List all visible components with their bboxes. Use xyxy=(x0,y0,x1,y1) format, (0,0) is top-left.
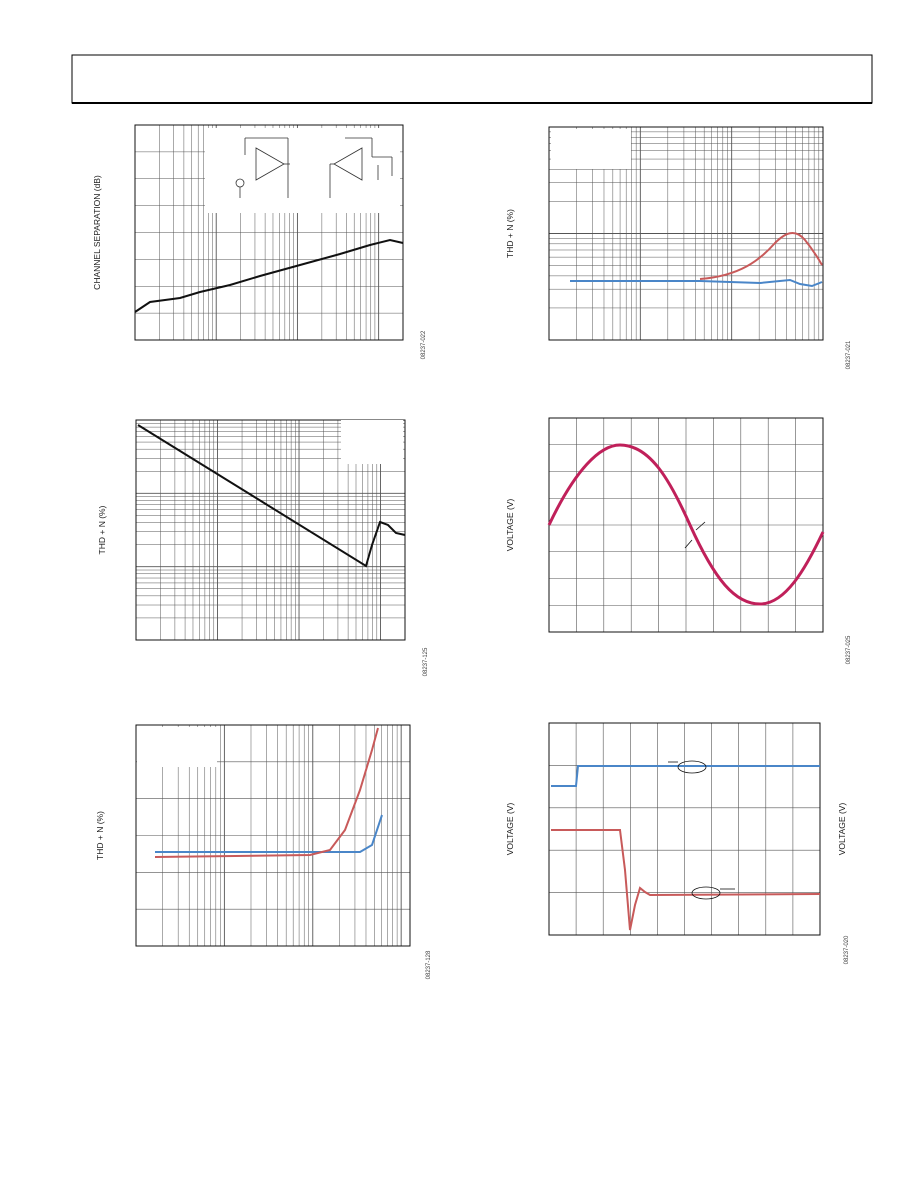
plot-frame xyxy=(134,124,404,341)
plot-frame xyxy=(548,126,824,341)
y-axis-label: THD + N (%) xyxy=(95,811,105,860)
y-axis-label: THD + N (%) xyxy=(97,505,107,554)
plot-frame xyxy=(135,724,411,947)
legend-blank xyxy=(137,727,217,767)
y-axis-label: VOLTAGE (V) xyxy=(505,499,515,552)
figure-code: 08237-021 xyxy=(846,340,852,369)
y-axis-label: CHANNEL SEPARATION (dB) xyxy=(92,175,102,290)
figure-code: 08237-025 xyxy=(846,635,852,664)
figure-code: 08237-128 xyxy=(426,950,432,979)
figure-code: 08237-022 xyxy=(421,330,427,359)
y-axis-label: VOLTAGE (V) xyxy=(505,803,515,856)
legend-blank xyxy=(341,420,403,464)
annotations xyxy=(668,521,735,900)
plot-frame xyxy=(548,722,821,936)
figure-code: 08237-020 xyxy=(844,935,850,964)
curves xyxy=(134,232,825,931)
header-box xyxy=(71,54,873,104)
y2-axis-label: VOLTAGE (V) xyxy=(837,803,847,856)
schematic xyxy=(205,128,400,213)
legend-blank xyxy=(551,129,631,169)
y-axis-label: THD + N (%) xyxy=(505,209,515,258)
figure-code: 08237-125 xyxy=(423,647,429,676)
plot-frame xyxy=(135,419,406,641)
